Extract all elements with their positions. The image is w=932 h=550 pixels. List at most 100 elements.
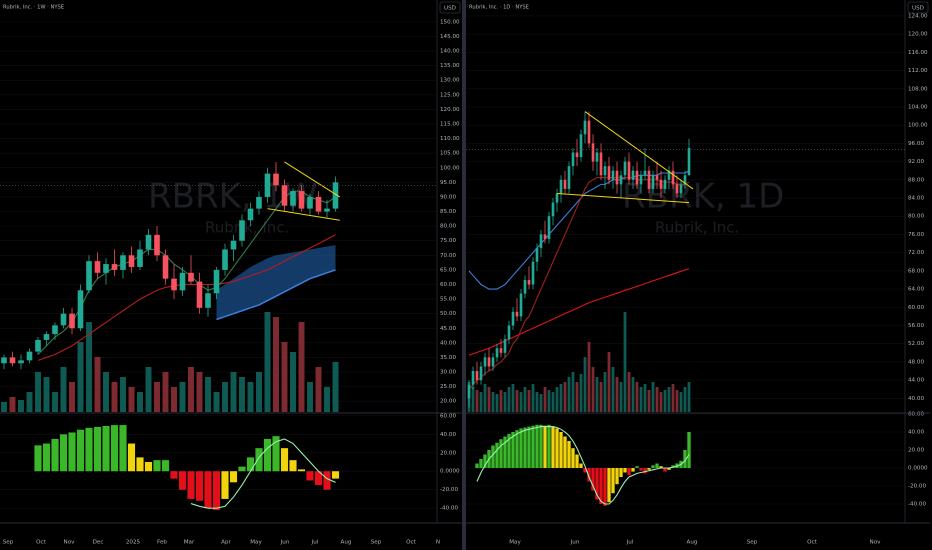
- osc-bar: [102, 426, 110, 472]
- volume-bar: [643, 384, 647, 412]
- candle-body: [120, 255, 126, 270]
- candle-body: [307, 196, 313, 209]
- candle-body: [43, 334, 50, 340]
- candle-body: [154, 234, 160, 256]
- osc-bar: [575, 454, 579, 468]
- osc-bar: [571, 448, 575, 468]
- volume-bar: [519, 392, 523, 412]
- y-tick-label: 120.00: [908, 32, 928, 38]
- y-tick-label: 44.00: [908, 378, 924, 384]
- osc-bar: [611, 468, 615, 494]
- y-tick-label: 112.00: [908, 68, 928, 74]
- candle-body: [575, 152, 579, 158]
- osc-tick-label: 40.00: [440, 432, 456, 438]
- volume-bar: [35, 372, 41, 412]
- y-tick-label: 72.00: [908, 250, 924, 256]
- volume-bar: [515, 390, 519, 412]
- band-area: [216, 245, 336, 320]
- y-tick-label: 55.00: [440, 297, 456, 303]
- currency-box: [439, 1, 461, 14]
- osc-bar: [579, 463, 583, 468]
- candle-body: [52, 325, 58, 335]
- volume-bar: [230, 372, 237, 412]
- candle-body: [539, 234, 543, 249]
- osc-tick-label: -20.00: [908, 484, 926, 490]
- candle-body: [659, 179, 663, 189]
- y-tick-label: 84.00: [908, 196, 924, 202]
- osc-bar: [547, 424, 551, 468]
- candle-body: [671, 170, 675, 185]
- y-tick-label: 105.00: [440, 151, 460, 157]
- candle-body: [222, 249, 228, 270]
- candle-body: [619, 175, 623, 185]
- candle-body: [611, 170, 615, 180]
- candle-body: [683, 175, 687, 185]
- y-tick-label: 108.00: [908, 86, 928, 92]
- osc-bar: [583, 468, 587, 473]
- volume-bar: [77, 342, 84, 412]
- candle-body: [571, 152, 575, 167]
- osc-bar: [263, 438, 272, 472]
- osc-bar: [543, 425, 547, 468]
- volume-bar: [26, 392, 33, 412]
- candle-body: [555, 193, 559, 203]
- candle-body: [559, 179, 563, 194]
- volume-bar: [567, 377, 571, 412]
- osc-bar: [187, 471, 195, 499]
- osc-tick-label: 20.00: [440, 450, 456, 456]
- osc-bar: [603, 468, 607, 506]
- candle-body: [635, 170, 639, 185]
- candle-body: [471, 371, 475, 385]
- volume-bar: [623, 312, 627, 412]
- y-tick-label: 20.00: [440, 399, 456, 405]
- candle-body: [687, 147, 691, 176]
- osc-bar: [204, 471, 212, 509]
- osc-bar: [195, 471, 204, 501]
- volume-bar: [264, 312, 271, 412]
- osc-bar: [59, 434, 68, 472]
- candle-body: [543, 234, 547, 240]
- volume-bar: [179, 382, 186, 412]
- osc-bar: [153, 460, 161, 472]
- osc-tick-label: -40.00: [908, 502, 926, 508]
- osc-bar: [595, 468, 599, 500]
- y-tick-label: 52.00: [908, 341, 924, 347]
- x-tick-label: Oct: [36, 540, 46, 546]
- volume-bar: [273, 317, 279, 412]
- y-tick-label: 130.00: [440, 78, 460, 84]
- candle-body: [495, 348, 499, 358]
- candle-body: [511, 311, 515, 326]
- osc-bar: [587, 468, 591, 482]
- volume-bar: [663, 390, 667, 412]
- osc-bar: [93, 426, 102, 472]
- osc-bar: [170, 471, 178, 479]
- volume-bar: [527, 390, 531, 412]
- volume-bar: [651, 382, 655, 412]
- y-tick-label: 60.00: [908, 305, 924, 311]
- volume-bar: [281, 342, 288, 412]
- candle-body: [487, 357, 491, 367]
- candle-body: [188, 272, 194, 282]
- candle-body: [128, 255, 135, 267]
- watermark: RBRK, 1D: [622, 177, 784, 217]
- volume-bar: [683, 387, 687, 412]
- candle-body: [162, 255, 169, 279]
- osc-bar: [314, 471, 323, 486]
- candle-body: [247, 208, 254, 221]
- volume-bar: [607, 352, 611, 412]
- osc-bar: [483, 454, 487, 468]
- volume-bar: [256, 372, 262, 412]
- candle-body: [651, 175, 655, 189]
- candle-body: [595, 152, 599, 162]
- osc-bar: [229, 471, 238, 483]
- trendline: [267, 208, 340, 221]
- y-tick-label: 25.00: [440, 384, 456, 390]
- osc-bar: [627, 468, 631, 476]
- y-tick-label: 104.00: [908, 104, 928, 110]
- candle-body: [256, 196, 262, 209]
- osc-tick-label: 40.00: [908, 430, 924, 436]
- y-tick-label: 40.00: [908, 396, 924, 402]
- candle-body: [591, 143, 595, 162]
- candle-body: [281, 185, 288, 206]
- volume-bar: [579, 374, 583, 412]
